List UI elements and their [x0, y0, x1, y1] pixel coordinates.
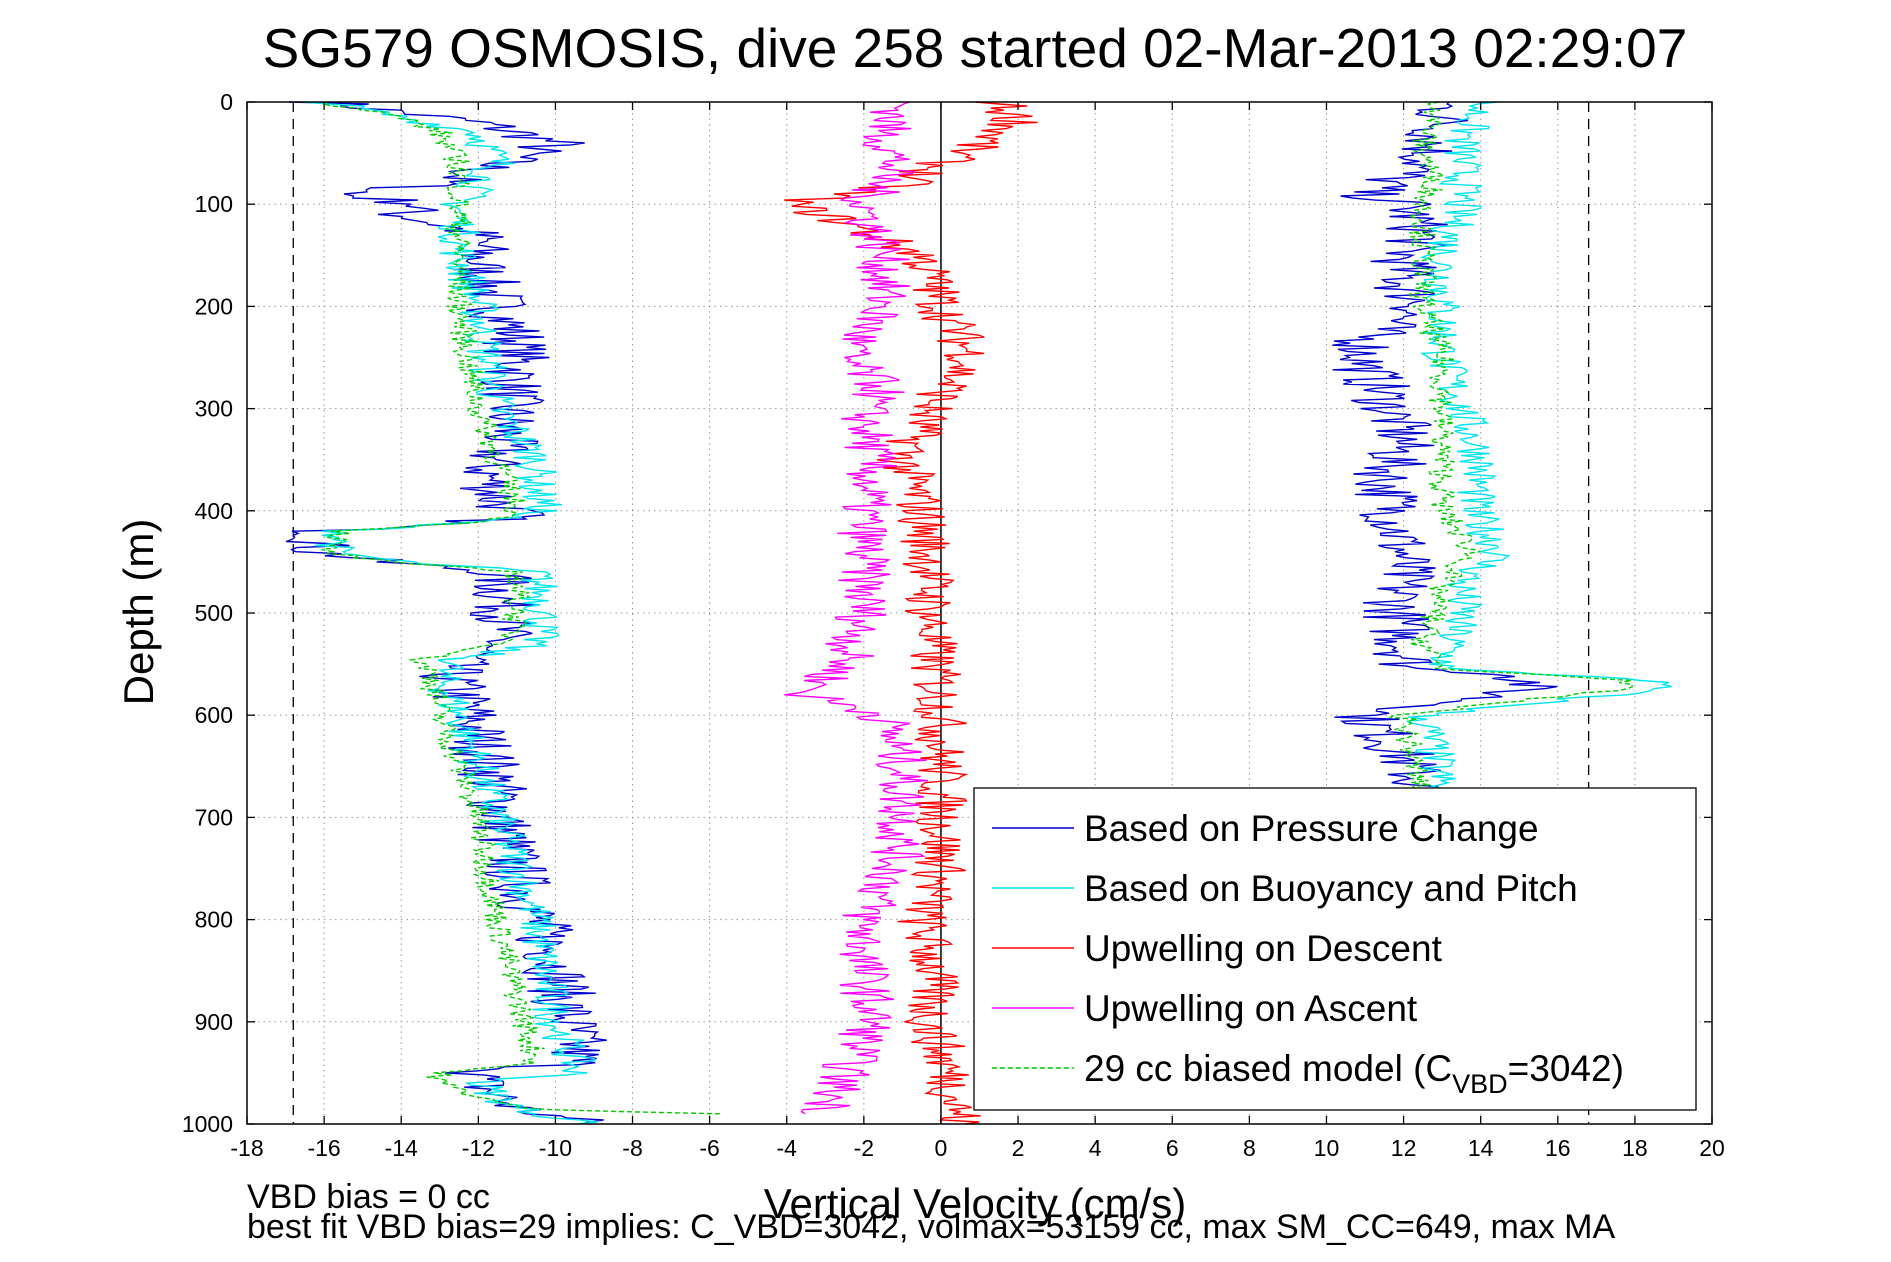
x-tick-label: 0: [935, 1135, 948, 1161]
legend-box: [973, 787, 1697, 1111]
x-tick-label: -8: [622, 1135, 642, 1161]
legend: Based on Pressure Change Based on Buoyanc…: [973, 787, 1697, 1111]
series-line: [320, 101, 721, 1115]
x-tick-label: -10: [539, 1135, 572, 1161]
y-tick-label: 400: [195, 498, 233, 524]
series-line: [1332, 101, 1558, 798]
x-tick-label: -16: [307, 1135, 340, 1161]
x-tick-label: -14: [385, 1135, 418, 1161]
x-tick-label: 14: [1468, 1135, 1494, 1161]
x-tick-label: 16: [1545, 1135, 1571, 1161]
series-line: [784, 101, 1038, 1125]
y-axis-label: Depth (m): [115, 519, 162, 706]
series-line: [784, 101, 928, 1115]
x-tick-label: -12: [462, 1135, 495, 1161]
y-tick-label: 100: [195, 191, 233, 217]
x-tick-label: 10: [1314, 1135, 1340, 1161]
series-line: [1388, 101, 1634, 798]
x-tick-label: -6: [699, 1135, 719, 1161]
y-tick-label: 1000: [182, 1111, 233, 1137]
series-line: [285, 101, 607, 1125]
x-tick-label: 12: [1391, 1135, 1417, 1161]
best-fit-note: best fit VBD bias=29 implies: C_VBD=3042…: [247, 1208, 1616, 1246]
x-tick-label: 6: [1166, 1135, 1179, 1161]
x-tick-label: 18: [1622, 1135, 1648, 1161]
legend-label: Upwelling on Descent: [1084, 928, 1443, 969]
y-tick-label: 900: [195, 1009, 233, 1035]
y-tick-label: 300: [195, 396, 233, 422]
legend-label: Based on Buoyancy and Pitch: [1084, 868, 1578, 909]
x-tick-label: 20: [1699, 1135, 1725, 1161]
y-tick-label: 500: [195, 600, 233, 626]
x-tick-label: 8: [1243, 1135, 1256, 1161]
chart-title: SG579 OSMOSIS, dive 258 started 02-Mar-2…: [263, 17, 1688, 79]
vbd-bias-note: VBD bias = 0 cc: [247, 1178, 490, 1216]
legend-label: Based on Pressure Change: [1084, 808, 1539, 849]
y-tick-label: 200: [195, 293, 233, 319]
x-tick-label: -4: [777, 1135, 798, 1161]
y-axis-ticks: 0 100 200 300 400 500 600 700 800 900 1000: [182, 89, 1712, 1137]
x-tick-label: 4: [1089, 1135, 1102, 1161]
y-tick-label: 0: [220, 89, 233, 115]
x-tick-label: -18: [230, 1135, 263, 1161]
x-tick-label: -2: [854, 1135, 874, 1161]
y-tick-label: 800: [195, 907, 233, 933]
x-axis-ticks: -18 -16 -14 -12 -10 -8 -6 -4 -2 0 2 4 6 8 10 12 14 16 18 20: [230, 102, 1725, 1161]
x-tick-label: 2: [1012, 1135, 1025, 1161]
series-line: [302, 101, 598, 1125]
series-group: [285, 101, 1672, 1125]
series-line: [1406, 101, 1672, 798]
y-tick-label: 700: [195, 804, 233, 830]
legend-label: Upwelling on Ascent: [1084, 988, 1418, 1029]
y-tick-label: 600: [195, 702, 233, 728]
x-axis-label: Vertical Velocity (cm/s): [764, 1180, 1186, 1227]
